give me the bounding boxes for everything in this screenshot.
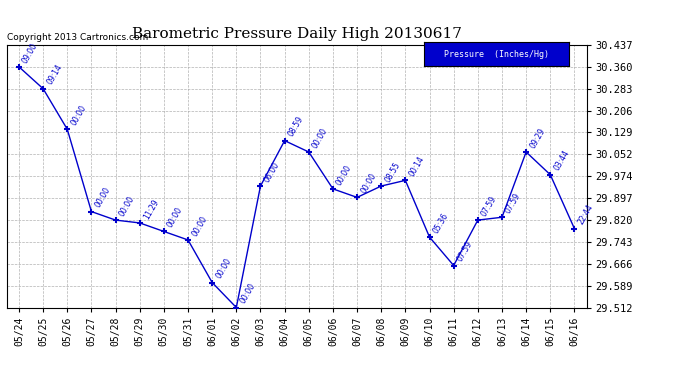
- Text: 00:00: 00:00: [117, 194, 137, 218]
- Text: 08:55: 08:55: [383, 160, 402, 184]
- Text: 07:59: 07:59: [480, 194, 499, 218]
- Text: 05:36: 05:36: [431, 211, 451, 235]
- Text: 22:44: 22:44: [576, 203, 595, 226]
- Text: 00:00: 00:00: [335, 163, 354, 187]
- Text: 03:44: 03:44: [552, 149, 571, 172]
- Text: Copyright 2013 Cartronics.com: Copyright 2013 Cartronics.com: [7, 33, 148, 42]
- Text: 00:00: 00:00: [214, 257, 233, 280]
- Text: 00:14: 00:14: [407, 154, 426, 178]
- Text: 00:00: 00:00: [93, 186, 112, 209]
- Text: 00:00: 00:00: [238, 282, 257, 305]
- Text: 11:29: 11:29: [141, 197, 160, 220]
- Title: Barometric Pressure Daily High 20130617: Barometric Pressure Daily High 20130617: [132, 27, 462, 41]
- Text: 00:00: 00:00: [359, 172, 378, 195]
- Text: 07:59: 07:59: [455, 240, 475, 263]
- Text: 00:00: 00:00: [310, 126, 330, 150]
- Text: 06:00: 06:00: [262, 160, 282, 184]
- Text: 00:00: 00:00: [190, 214, 209, 238]
- Text: 08:59: 08:59: [286, 115, 305, 138]
- Text: 07:59: 07:59: [504, 191, 523, 215]
- Text: 09:29: 09:29: [528, 126, 546, 150]
- Text: 09:00: 09:00: [21, 41, 40, 64]
- Text: 00:00: 00:00: [69, 104, 88, 127]
- Text: 09:14: 09:14: [45, 63, 63, 86]
- Text: 00:00: 00:00: [166, 206, 185, 229]
